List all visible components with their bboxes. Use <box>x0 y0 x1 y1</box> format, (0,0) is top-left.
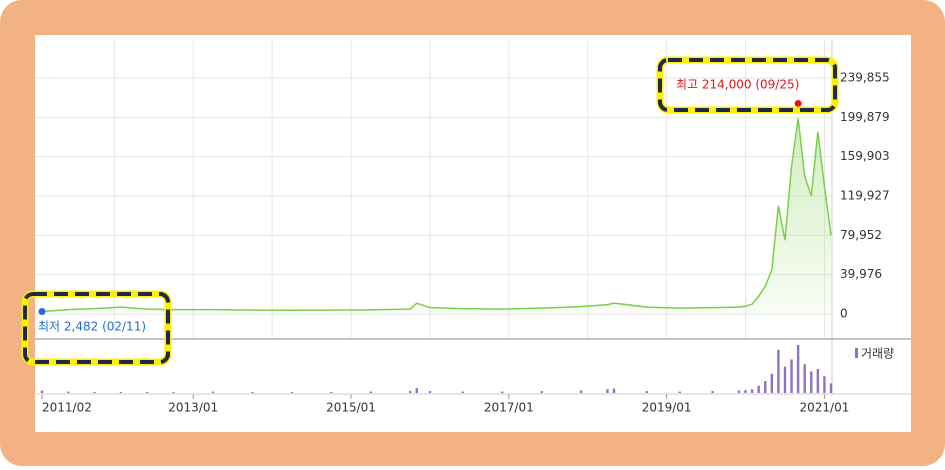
volume-bar <box>810 371 813 393</box>
panel <box>35 35 911 432</box>
volume-bar <box>757 385 760 393</box>
x-tick-label: 2015/01 <box>326 401 376 415</box>
x-tick-label: 2011/02 <box>42 401 92 415</box>
volume-bar <box>67 391 70 393</box>
volume-bar <box>290 392 294 393</box>
volume-bar <box>612 388 616 393</box>
volume-bar <box>764 381 767 393</box>
volume-bar <box>750 389 754 393</box>
volume-bar <box>829 383 833 393</box>
annotation-dot <box>794 99 802 107</box>
legend-swatch <box>855 348 858 358</box>
volume-bar <box>172 392 175 393</box>
annotation-label: 최저 2,482 (02/11) <box>38 320 146 334</box>
volume-bar <box>711 391 714 393</box>
volume-bar <box>803 364 806 393</box>
annotation-dot <box>38 308 46 316</box>
volume-bar <box>777 349 780 393</box>
x-tick-label: 2019/01 <box>642 401 692 415</box>
volume-bar <box>790 359 793 393</box>
volume-bar <box>501 391 504 393</box>
volume-bar <box>461 391 464 393</box>
volume-bar <box>369 391 372 393</box>
price-line <box>41 118 832 313</box>
y-tick-label: 159,903 <box>840 149 890 163</box>
volume-bar <box>606 389 609 393</box>
y-tick-label: 119,927 <box>840 189 890 203</box>
y-tick-label: 79,952 <box>840 228 882 242</box>
volume-bar <box>211 391 215 393</box>
highlight-box <box>23 292 170 364</box>
x-tick-label: 2021/01 <box>799 401 849 415</box>
plot: 0 39,976 79,952 119,927 159,903 199,879 239,85… <box>35 40 894 415</box>
volume-bar <box>678 391 681 393</box>
volume-bar <box>737 390 741 393</box>
volume-bar <box>796 345 800 393</box>
highlights <box>21 56 839 366</box>
y-tick-label: 39,976 <box>840 267 882 281</box>
volume-bar <box>415 388 418 393</box>
highlight-box <box>658 58 837 112</box>
x-tick-label: 2013/01 <box>168 401 218 415</box>
volume-bar <box>93 392 96 393</box>
volume-bar <box>579 390 583 393</box>
volume-bar <box>645 391 649 393</box>
volume-bar <box>428 391 432 393</box>
volume-bar <box>540 391 543 393</box>
volume-bar <box>783 366 787 393</box>
volume-bar <box>823 376 826 393</box>
volume-bar <box>816 369 820 393</box>
volume-bar <box>744 390 747 393</box>
volume-bar <box>770 373 774 393</box>
volume-bar <box>251 392 254 393</box>
y-tick-label: 199,879 <box>840 110 890 124</box>
volume-bar <box>409 391 412 393</box>
legend-label: 거래량 <box>861 347 894 361</box>
y-tick-label: 239,855 <box>840 71 890 85</box>
x-tick-label: 2017/01 <box>484 401 534 415</box>
annotation-label: 최고 214,000 (09/25) <box>676 78 799 92</box>
volume-bar <box>119 392 123 393</box>
volume-bar <box>146 392 149 393</box>
volume-bar <box>330 392 333 393</box>
volume-bar <box>40 390 44 393</box>
y-tick-label: 0 <box>840 307 848 321</box>
